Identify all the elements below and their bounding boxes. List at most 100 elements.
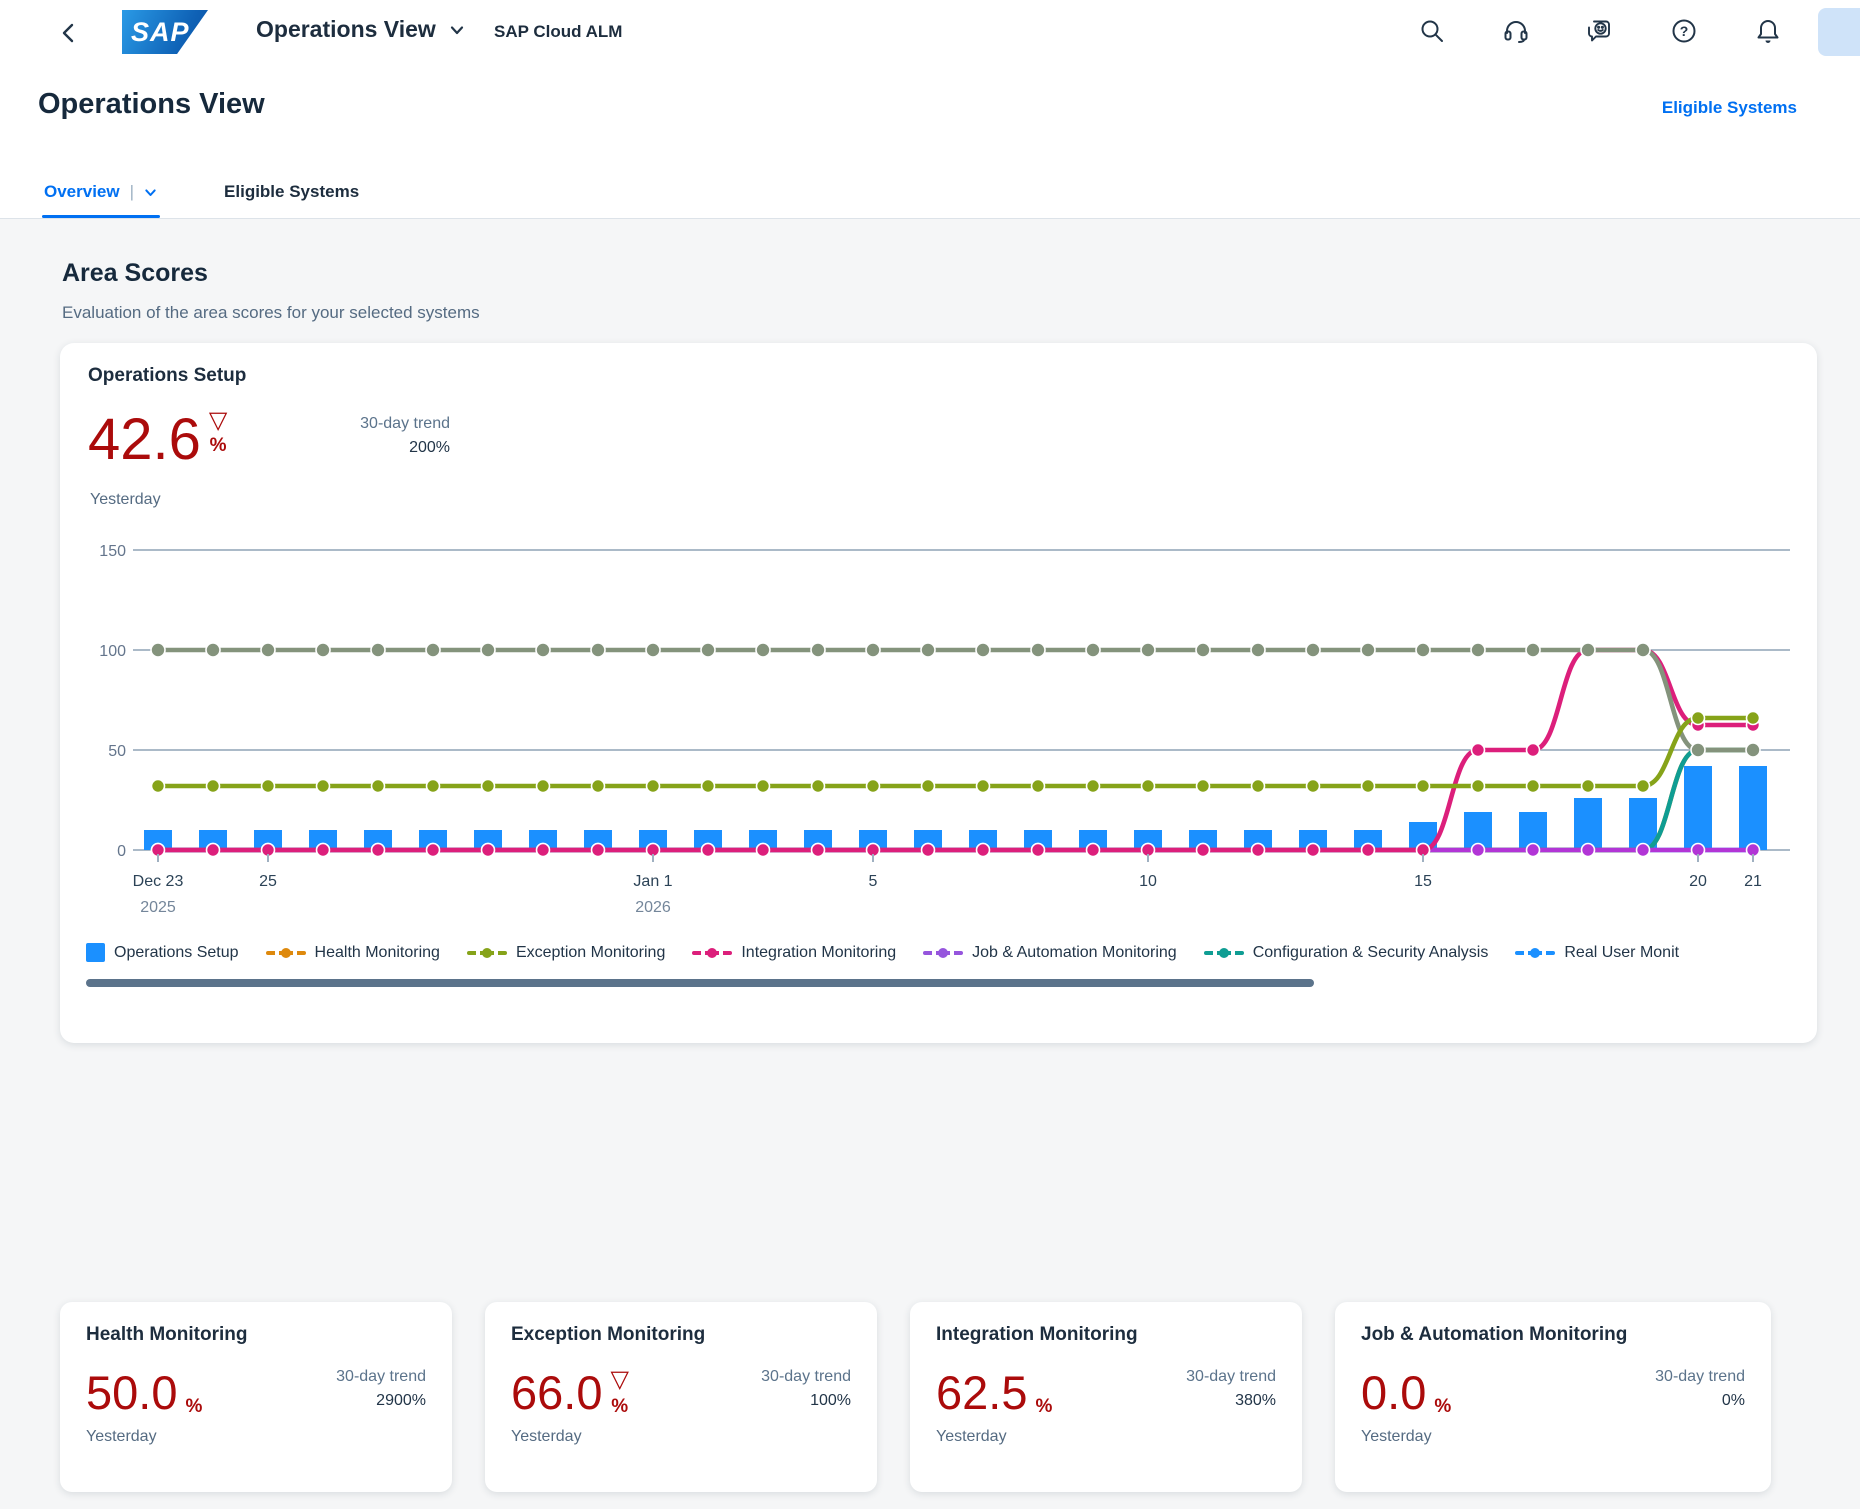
tab-overview-label: Overview bbox=[44, 182, 120, 201]
legend-item[interactable]: Configuration & Security Analysis bbox=[1203, 943, 1489, 962]
kpi-card-job-automation-monitoring[interactable]: Job & Automation Monitoring 0.0▽% 30-day… bbox=[1335, 1302, 1771, 1492]
kpi-unit: % bbox=[1434, 1396, 1452, 1417]
kpi-card-health-monitoring[interactable]: Health Monitoring 50.0▽% 30-day trend290… bbox=[60, 1302, 452, 1492]
svg-text:?: ? bbox=[1680, 23, 1689, 39]
kpi-unit: % bbox=[1035, 1396, 1053, 1417]
legend-item[interactable]: Operations Setup bbox=[86, 943, 239, 962]
tab-eligible-systems[interactable]: Eligible Systems bbox=[222, 182, 361, 218]
kpi-value: 42.6 ▽ % bbox=[88, 409, 227, 471]
trend-label: 30-day trend bbox=[1186, 1368, 1276, 1385]
page-title: Operations View bbox=[38, 88, 265, 120]
eligible-systems-link[interactable]: Eligible Systems bbox=[1661, 98, 1797, 117]
kpi-number: 0.0 bbox=[1361, 1366, 1427, 1419]
trend-block: 30-day trend 200% bbox=[298, 415, 450, 457]
card-title: Integration Monitoring bbox=[936, 1324, 1138, 1345]
tab-separator: | bbox=[129, 182, 135, 201]
svg-text:2025: 2025 bbox=[140, 899, 176, 916]
svg-text:0: 0 bbox=[117, 843, 126, 860]
section-title: Area Scores bbox=[62, 259, 208, 287]
legend-line-marker bbox=[692, 945, 733, 961]
header-icon-bar: ? bbox=[1418, 17, 1782, 45]
legend-label: Health Monitoring bbox=[314, 943, 440, 961]
legend-line-marker bbox=[466, 945, 507, 961]
sap-logo[interactable]: SAP bbox=[122, 10, 208, 54]
svg-text:150: 150 bbox=[99, 543, 126, 560]
kpi-number: 62.5 bbox=[936, 1366, 1028, 1419]
legend-item[interactable]: Integration Monitoring bbox=[692, 944, 896, 962]
trend-value: 0% bbox=[1721, 1392, 1745, 1409]
tab-overview[interactable]: Overview | bbox=[42, 182, 161, 218]
svg-text:2026: 2026 bbox=[635, 899, 671, 916]
chevron-down-icon bbox=[450, 25, 463, 34]
headset-icon[interactable] bbox=[1502, 17, 1530, 45]
back-chevron-icon bbox=[62, 23, 74, 43]
svg-text:20: 20 bbox=[1689, 873, 1707, 890]
trend-label: 30-day trend bbox=[336, 1368, 426, 1385]
legend-square-marker bbox=[86, 943, 105, 962]
legend-label: Configuration & Security Analysis bbox=[1252, 943, 1489, 961]
trend-label: 30-day trend bbox=[360, 415, 450, 432]
top-zone: SAP Operations View SAP Cloud ALM ? O bbox=[0, 0, 1860, 219]
trend-label: 30-day trend bbox=[1655, 1368, 1745, 1385]
trend-value: 200% bbox=[409, 439, 450, 456]
kpi-period: Yesterday bbox=[511, 1428, 582, 1445]
kpi-number: 66.0 bbox=[511, 1366, 603, 1419]
svg-text:5: 5 bbox=[869, 873, 878, 890]
kpi-unit: % bbox=[611, 1396, 629, 1417]
chart-legend: Operations Setup Health Monitoring Excepti… bbox=[86, 943, 1792, 962]
card-title: Health Monitoring bbox=[86, 1324, 248, 1345]
legend-item[interactable]: Real User Monit bbox=[1515, 944, 1679, 962]
legend-label: Operations Setup bbox=[114, 943, 239, 961]
svg-text:15: 15 bbox=[1414, 873, 1432, 890]
shell-app-title[interactable]: Operations View bbox=[256, 16, 466, 43]
card-title: Exception Monitoring bbox=[511, 1324, 706, 1345]
legend-label: Job & Automation Monitoring bbox=[972, 943, 1177, 961]
kpi-period: Yesterday bbox=[936, 1428, 1007, 1445]
user-avatar[interactable] bbox=[1818, 8, 1860, 56]
legend-label: Exception Monitoring bbox=[515, 943, 666, 961]
trend-down-icon: ▽ bbox=[208, 407, 228, 434]
shell-header: SAP Operations View SAP Cloud ALM ? bbox=[0, 0, 1860, 64]
legend-label: Integration Monitoring bbox=[741, 943, 897, 961]
kpi-unit: % bbox=[209, 435, 227, 456]
legend-line-marker bbox=[1515, 945, 1556, 961]
operations-setup-card[interactable]: Operations Setup 42.6 ▽ % 30-day trend 2… bbox=[60, 343, 1817, 1043]
svg-text:21: 21 bbox=[1744, 873, 1762, 890]
bell-icon[interactable] bbox=[1754, 17, 1782, 45]
legend-line-marker bbox=[265, 945, 306, 961]
kpi-unit: % bbox=[185, 1396, 203, 1417]
trend-label: 30-day trend bbox=[761, 1368, 851, 1385]
area-scores-chart[interactable]: 0 50 100 150 Dec 23 2025 25 Jan 1 2026 5 10 15 20 21 bbox=[90, 538, 1802, 920]
legend-line-marker bbox=[1203, 945, 1244, 961]
kpi-period: Yesterday bbox=[86, 1428, 157, 1445]
trend-value: 2900% bbox=[376, 1392, 426, 1409]
product-name: SAP Cloud ALM bbox=[494, 22, 623, 41]
kpi-card-integration-monitoring[interactable]: Integration Monitoring 62.5▽% 30-day tre… bbox=[910, 1302, 1302, 1492]
trend-value: 380% bbox=[1235, 1392, 1276, 1409]
legend-item[interactable]: Exception Monitoring bbox=[466, 943, 666, 962]
kpi-period: Yesterday bbox=[1361, 1428, 1432, 1445]
svg-text:50: 50 bbox=[108, 743, 126, 760]
legend-line-marker bbox=[923, 945, 964, 961]
kpi-number: 50.0 bbox=[86, 1366, 178, 1419]
back-button[interactable] bbox=[56, 20, 82, 46]
svg-text:Jan 1: Jan 1 bbox=[633, 873, 672, 890]
legend-label: Real User Monit bbox=[1564, 943, 1680, 961]
trend-value: 100% bbox=[810, 1392, 851, 1409]
shell-app-title-label: Operations View bbox=[256, 16, 436, 42]
active-tab-underline bbox=[42, 215, 161, 218]
help-icon[interactable]: ? bbox=[1670, 17, 1698, 45]
feedback-icon[interactable] bbox=[1586, 17, 1614, 45]
kpi-period: Yesterday bbox=[90, 491, 161, 508]
content-area: Area Scores Evaluation of the area score… bbox=[0, 219, 1860, 1509]
legend-item[interactable]: Health Monitoring bbox=[265, 943, 440, 962]
section-subtitle: Evaluation of the area scores for your s… bbox=[62, 303, 480, 322]
tab-chevron-down-icon[interactable] bbox=[143, 185, 158, 200]
legend-scrollbar[interactable] bbox=[86, 979, 1314, 987]
card-title: Operations Setup bbox=[88, 365, 247, 386]
search-icon[interactable] bbox=[1418, 17, 1446, 45]
kpi-card-exception-monitoring[interactable]: Exception Monitoring 66.0 ▽% 30-day trend… bbox=[485, 1302, 877, 1492]
svg-text:10: 10 bbox=[1139, 873, 1157, 890]
legend-item[interactable]: Job & Automation Monitoring bbox=[923, 944, 1177, 962]
kpi-number: 42.6 bbox=[88, 407, 201, 472]
